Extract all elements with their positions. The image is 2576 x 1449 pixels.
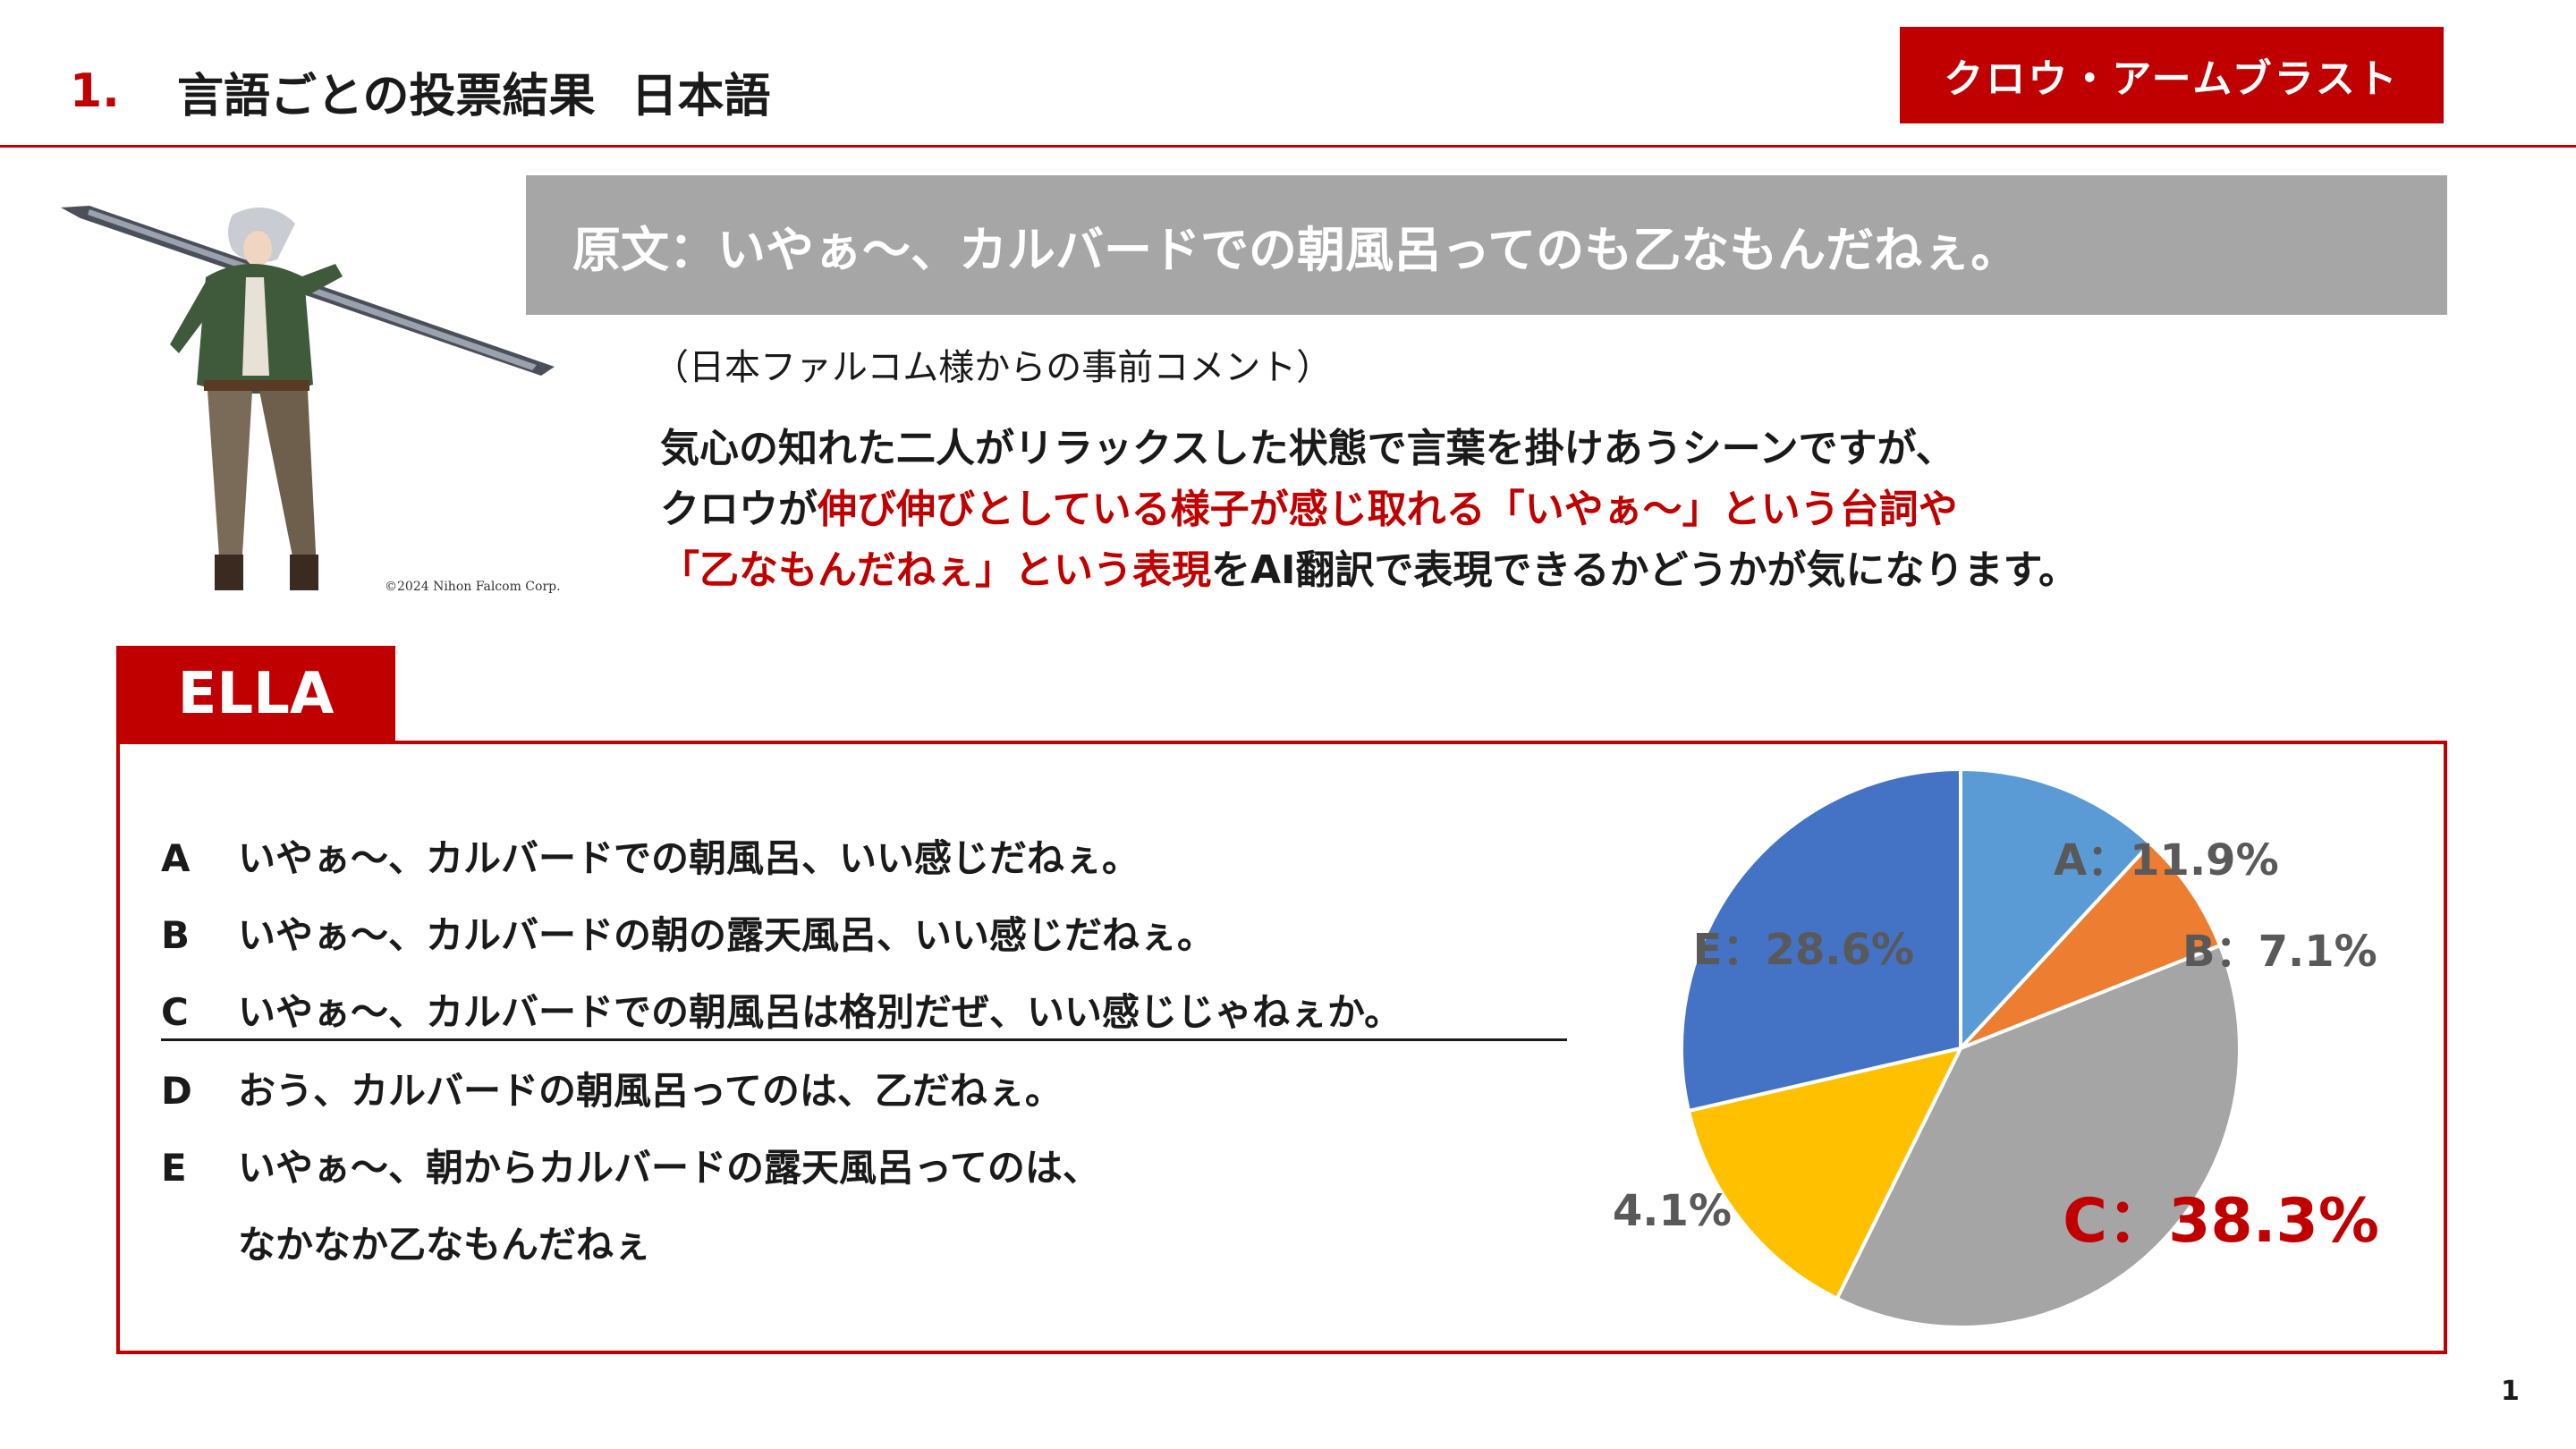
option-d: D おう、カルバードの朝風呂ってのは、乙だねぇ。 xyxy=(161,1061,1063,1115)
page-title: 言語ごとの投票結果 日本語 xyxy=(177,58,771,125)
page-title-row: 1. 言語ごとの投票結果 日本語 xyxy=(70,55,771,127)
option-letter: E xyxy=(161,1146,187,1190)
comment-line-2: クロウが伸び伸びとしている様子が感じ取れる「いやぁ～」という台詞や xyxy=(660,479,2078,540)
developer-comment: 気心の知れた二人がリラックスした状態で言葉を掛けあうシーンですが、 クロウが伸び… xyxy=(660,419,2078,601)
option-letter: C xyxy=(161,990,189,1034)
comment-line-3-post: をAI翻訳で表現できるかどうかが気になります。 xyxy=(1211,547,2079,593)
model-tab: ELLA xyxy=(116,646,395,742)
option-a: A いやぁ～、カルバードでの朝風呂、いい感じだねぇ。 xyxy=(161,828,1140,883)
pie-slice-e xyxy=(1680,767,1962,1114)
vote-pie-chart: A：11.9% B：7.1% C：38.3% D：14.1% E：28.6% xyxy=(1610,767,2379,1329)
pie-label-e: E：28.6% xyxy=(1693,925,1914,975)
pie-label-c: C：38.3% xyxy=(2063,1186,2379,1257)
option-text: いやぁ～、朝からカルバードの露天風呂ってのは、 xyxy=(238,1146,1100,1190)
option-c-selected: C いやぁ～、カルバードでの朝風呂は格別だぜ、いい感じじゃねぇか。 xyxy=(161,982,1567,1041)
comment-note: （日本ファルコム様からの事前コメント） xyxy=(653,347,1333,388)
section-number: 1. xyxy=(70,64,120,118)
option-letter: D xyxy=(161,1069,192,1113)
comment-line-2-pre: クロウが xyxy=(660,487,818,532)
copyright-notice: ©2024 Nihon Falcom Corp. xyxy=(385,580,561,594)
page-title-language: 日本語 xyxy=(631,69,771,123)
character-name-tag: クロウ・アームブラスト xyxy=(1900,27,2444,123)
source-text-banner: 原文：いやぁ～、カルバードでの朝風呂ってのも乙なもんだねぇ。 xyxy=(526,175,2447,315)
pie-label-d: D：14.1% xyxy=(1610,1186,1732,1236)
pie-label-b: B：7.1% xyxy=(2182,927,2377,977)
option-text: いやぁ～、カルバードでの朝風呂は格別だぜ、いい感じじゃねぇか。 xyxy=(238,990,1402,1034)
option-b: B いやぁ～、カルバードの朝の露天風呂、いい感じだねぇ。 xyxy=(161,905,1215,960)
character-illustration xyxy=(61,206,555,590)
option-text: いやぁ～、カルバードの朝の露天風呂、いい感じだねぇ。 xyxy=(238,913,1216,957)
page-number: 1 xyxy=(2501,1376,2520,1407)
results-panel xyxy=(116,741,2447,1354)
option-text: おう、カルバードの朝風呂ってのは、乙だねぇ。 xyxy=(238,1069,1063,1113)
comment-line-2-highlight: 伸び伸びとしている様子が感じ取れる「いやぁ～」という台詞や xyxy=(818,487,1958,532)
option-e-continuation: なかなか乙なもんだねぇ xyxy=(238,1223,652,1267)
pie-slice-b xyxy=(1959,841,2223,1050)
header-divider xyxy=(0,145,2576,148)
option-letter: B xyxy=(161,913,191,957)
pie-slice-c xyxy=(1835,943,2241,1329)
option-text: いやぁ～、カルバードでの朝風呂、いい感じだねぇ。 xyxy=(238,836,1140,880)
pie-slice-d xyxy=(1686,1046,1964,1301)
comment-line-3: 「乙なもんだねぇ」という表現をAI翻訳で表現できるかどうかが気になります。 xyxy=(660,540,2078,601)
option-e: E いやぁ～、朝からカルバードの露天風呂ってのは、 xyxy=(161,1138,1100,1192)
page-title-main: 言語ごとの投票結果 xyxy=(177,69,596,123)
pie-slice-a xyxy=(1959,767,2153,1054)
pie-label-a: A：11.9% xyxy=(2054,835,2279,886)
comment-line-1: 気心の知れた二人がリラックスした状態で言葉を掛けあうシーンですが、 xyxy=(660,426,1955,471)
option-letter: A xyxy=(161,836,191,880)
comment-line-3-highlight: 「乙なもんだねぇ」という表現 xyxy=(660,547,1211,593)
